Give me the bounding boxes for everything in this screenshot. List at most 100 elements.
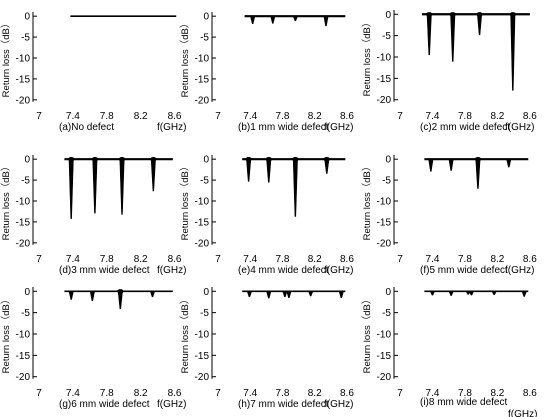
y-tick-label: -20	[16, 372, 31, 383]
y-tick-label: -5	[382, 31, 391, 42]
x-tick-label: 7.4	[426, 254, 440, 265]
y-tick-label: -5	[382, 176, 391, 187]
x-tick-label: 7	[397, 111, 403, 122]
y-tick-label: 0	[385, 287, 391, 298]
y-tick-label: -20	[377, 95, 392, 106]
y-tick-label: 0	[24, 287, 30, 298]
x-tick-label: 7	[36, 254, 42, 265]
y-tick-label: -10	[377, 330, 392, 341]
dip-marker	[509, 12, 517, 91]
panel-i: 0 -5 -10 -15 -20 Return loss（dB） 7 7.4 7.8 8.2 8.6…	[361, 287, 537, 417]
x-tick-label: 7.4	[243, 254, 257, 265]
dip-marker	[270, 15, 276, 24]
y-tick-label: -15	[195, 351, 210, 362]
y-tick-label: -5	[21, 176, 30, 187]
dip-marker	[491, 290, 497, 295]
panel-c: 0 -5 -10 -15 -20 Return loss（dB） 7 7.4 7.8 8.2 8.6…	[361, 10, 537, 133]
x-tick-label: 8.6	[168, 254, 182, 265]
x-tick-label: 7	[36, 388, 42, 399]
x-tick-label: 8.2	[308, 111, 322, 122]
y-tick-label: -10	[16, 54, 31, 65]
y-axis-label: Return loss（dB）	[179, 295, 191, 374]
dip-marker	[67, 156, 75, 219]
x-tick-label: 7.8	[276, 254, 290, 265]
y-tick-label: -20	[195, 238, 210, 249]
panel-f: 0 -5 -10 -15 -20 Return loss（dB） 7 7.4 7.8 8.2 8.6…	[361, 155, 537, 276]
y-tick-label: 0	[385, 155, 391, 166]
y-tick-label: 0	[203, 155, 209, 166]
y-tick-label: -10	[16, 197, 31, 208]
panel-caption: (b)1 mm wide defect	[238, 122, 329, 133]
x-axis-unit-label: f(GHz)	[324, 122, 353, 133]
dip-marker	[265, 156, 272, 183]
x-tick-label: 8.6	[168, 388, 182, 399]
dip-marker	[429, 290, 436, 296]
x-tick-label: 7.8	[458, 254, 472, 265]
x-axis-unit-label: f(GHz)	[157, 399, 186, 410]
x-tick-label: 7.8	[100, 111, 114, 122]
dip-marker	[91, 156, 99, 214]
x-tick-label: 7.8	[276, 111, 290, 122]
y-tick-label: -20	[377, 238, 392, 249]
x-tick-label: 8.6	[340, 254, 354, 265]
x-tick-label: 8.6	[340, 111, 354, 122]
dip-marker	[476, 12, 483, 36]
dip-marker	[323, 15, 329, 27]
y-tick-label: -20	[377, 372, 392, 383]
panel-b: 0 -5 -10 -15 -20 Return loss（dB） 7 7.4 7.8 8.2 8.6…	[179, 12, 354, 133]
y-tick-label: -10	[195, 197, 210, 208]
dip-marker	[117, 289, 124, 310]
dip-marker	[245, 156, 252, 182]
dip-marker	[338, 290, 344, 298]
x-axis-unit-label: f(GHz)	[505, 122, 534, 133]
panel-caption: (a)No defect	[59, 122, 114, 133]
y-tick-label: -15	[195, 217, 210, 228]
x-tick-label: 8.6	[340, 388, 354, 399]
x-tick-label: 7.4	[243, 388, 257, 399]
y-tick-label: 0	[24, 155, 30, 166]
x-axis-unit-label: f(GHz)	[508, 409, 537, 417]
x-tick-label: 7.4	[66, 254, 80, 265]
dip-marker	[468, 290, 475, 296]
y-tick-label: -15	[377, 74, 392, 85]
x-tick-label: 7.8	[276, 388, 290, 399]
y-tick-label: -10	[377, 197, 392, 208]
x-tick-label: 7.4	[426, 388, 440, 399]
y-tick-label: -15	[16, 351, 31, 362]
x-tick-label: 7	[397, 254, 403, 265]
x-tick-label: 8.2	[490, 111, 504, 122]
x-tick-label: 7.8	[458, 111, 472, 122]
dip-marker	[449, 12, 456, 62]
dip-marker	[292, 156, 299, 217]
panel-caption: (e)4 mm wide defect	[238, 265, 329, 276]
dip-marker	[246, 290, 253, 298]
x-axis-unit-label: f(GHz)	[324, 265, 353, 276]
panel-a: 0 -5 -10 -15 -20 Return loss（dB） 7 7.4 7.8 8.2 8.6…	[0, 12, 186, 133]
x-tick-label: 7.8	[458, 388, 472, 399]
panel-caption: (h)7 mm wide defect	[238, 399, 329, 410]
panel-g: 0 -5 -10 -15 -20 Return loss（dB） 7 7.4 7.8 8.2 8.6…	[0, 287, 186, 410]
x-tick-label: 8.2	[490, 254, 504, 265]
x-tick-label: 8.6	[523, 111, 537, 122]
x-axis-unit-label: f(GHz)	[324, 399, 353, 410]
panel-caption: (d)3 mm wide defect	[59, 265, 150, 276]
dip-marker	[448, 290, 454, 296]
y-tick-label: -15	[195, 74, 210, 85]
x-tick-label: 8.2	[134, 111, 148, 122]
y-tick-label: -20	[195, 95, 210, 106]
x-tick-label: 7.4	[426, 111, 440, 122]
x-tick-label: 7.8	[100, 388, 114, 399]
y-tick-label: -5	[200, 308, 209, 319]
y-tick-label: 0	[203, 12, 209, 23]
x-axis-unit-label: f(GHz)	[157, 265, 186, 276]
y-axis-label: Return loss（dB）	[179, 162, 191, 241]
y-axis-label: Return loss（dB）	[0, 19, 12, 98]
y-tick-label: -15	[377, 351, 392, 362]
y-tick-label: -10	[195, 54, 210, 65]
panel-caption: (i)8 mm wide defect	[420, 397, 507, 408]
y-axis-label: Return loss（dB）	[0, 162, 12, 241]
x-tick-label: 8.6	[523, 254, 537, 265]
panel-caption: (f)5 mm wide defect	[420, 265, 508, 276]
panel-h: 0 -5 -10 -15 -20 Return loss（dB） 7 7.4 7.8 8.2 8.6…	[179, 287, 354, 410]
